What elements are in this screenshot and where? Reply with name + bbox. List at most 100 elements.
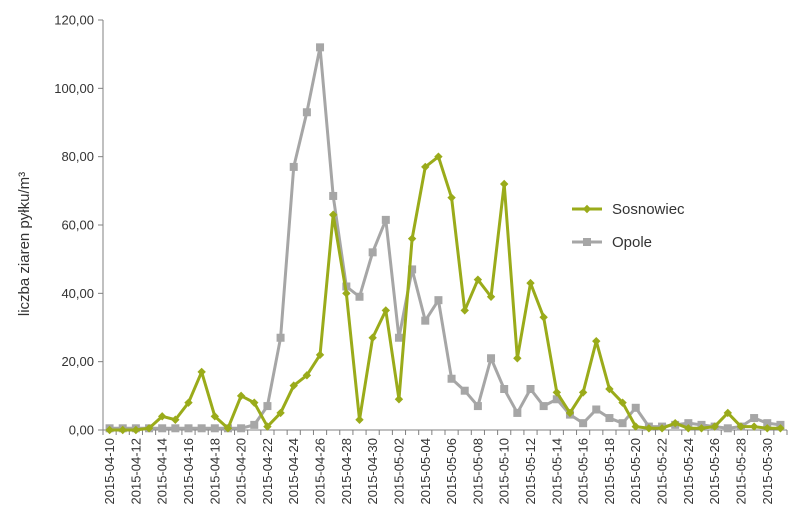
data-point-sosnowiec bbox=[499, 179, 509, 189]
legend-item-opole: Opole bbox=[572, 234, 652, 251]
data-point-opole bbox=[184, 424, 193, 433]
data-point-opole bbox=[421, 316, 430, 325]
x-tick-label: 2015-05-04 bbox=[418, 438, 433, 505]
data-point-sosnowiec bbox=[578, 388, 588, 397]
x-tick-label: 2015-04-28 bbox=[339, 438, 354, 505]
data-point-opole bbox=[552, 395, 561, 404]
data-point-sosnowiec bbox=[144, 424, 154, 433]
data-point-opole bbox=[276, 333, 285, 342]
data-point-sosnowiec bbox=[421, 162, 430, 172]
y-tick-label: 40,00 bbox=[61, 286, 94, 301]
data-point-sosnowiec bbox=[407, 234, 417, 243]
data-point-sosnowiec bbox=[355, 415, 364, 424]
legend-swatch-marker bbox=[582, 204, 592, 214]
data-point-sosnowiec bbox=[315, 350, 325, 360]
data-point-sosnowiec bbox=[289, 381, 298, 390]
data-point-sosnowiec bbox=[723, 408, 733, 418]
data-point-sosnowiec bbox=[513, 354, 522, 363]
data-point-sosnowiec bbox=[736, 422, 746, 431]
data-point-opole bbox=[408, 265, 417, 274]
data-point-opole bbox=[329, 191, 338, 200]
data-point-opole bbox=[171, 424, 180, 433]
legend-label: Sosnowiec bbox=[612, 201, 685, 218]
y-tick-label: 0,00 bbox=[69, 423, 94, 438]
axes: 0,00 20,00 40,00 60,00 80,00 100,00 120,00 2015… bbox=[54, 13, 788, 505]
x-tick-label: 2015-05-02 bbox=[391, 438, 406, 505]
data-point-sosnowiec bbox=[776, 424, 785, 433]
data-point-sosnowiec bbox=[657, 424, 667, 433]
data-point-opole bbox=[263, 402, 272, 411]
series-line-sosnowiec bbox=[109, 155, 781, 432]
data-point-opole bbox=[381, 215, 390, 224]
series-layer bbox=[105, 43, 785, 435]
data-point-sosnowiec bbox=[710, 422, 719, 431]
x-tick-label: 2015-05-10 bbox=[497, 438, 512, 505]
x-tick-label: 2015-04-18 bbox=[207, 438, 222, 505]
x-tick-label: 2015-05-08 bbox=[470, 438, 485, 505]
data-point-sosnowiec bbox=[486, 292, 496, 301]
x-tick-label: 2015-05-26 bbox=[707, 438, 722, 505]
data-point-opole bbox=[763, 419, 772, 428]
data-point-sosnowiec bbox=[105, 425, 114, 435]
x-tick-label: 2015-05-18 bbox=[602, 438, 617, 505]
data-point-opole bbox=[500, 385, 509, 393]
data-point-opole bbox=[158, 424, 167, 433]
data-point-sosnowiec bbox=[539, 313, 548, 322]
data-point-sosnowiec bbox=[552, 388, 562, 397]
data-point-opole bbox=[197, 424, 206, 433]
data-point-sosnowiec bbox=[565, 408, 575, 418]
data-point-opole bbox=[513, 408, 522, 417]
series-opole bbox=[105, 43, 785, 433]
data-point-opole bbox=[355, 292, 364, 301]
data-point-opole bbox=[210, 424, 219, 433]
data-point-sosnowiec bbox=[749, 422, 759, 431]
legend-swatch-marker bbox=[583, 238, 591, 246]
x-tick-label: 2015-05-16 bbox=[576, 438, 591, 505]
x-tick-label: 2015-05-06 bbox=[444, 438, 459, 505]
data-point-sosnowiec bbox=[473, 275, 483, 284]
data-point-opole bbox=[631, 403, 640, 412]
data-point-opole bbox=[579, 419, 588, 428]
x-tick-label: 2015-05-28 bbox=[733, 438, 748, 505]
data-point-opole bbox=[750, 414, 759, 423]
data-point-opole bbox=[618, 419, 627, 428]
legend-item-sosnowiec: Sosnowiec bbox=[572, 201, 685, 218]
data-point-opole bbox=[447, 374, 456, 383]
data-point-sosnowiec bbox=[171, 415, 180, 424]
data-point-sosnowiec bbox=[236, 391, 246, 401]
x-tick-label: 2015-05-12 bbox=[523, 438, 538, 505]
data-point-sosnowiec bbox=[605, 384, 614, 394]
data-point-sosnowiec bbox=[276, 408, 285, 418]
y-tick-label: 120,00 bbox=[54, 13, 94, 28]
data-point-sosnowiec bbox=[631, 422, 640, 431]
data-point-sosnowiec bbox=[197, 367, 206, 377]
y-tick-label: 100,00 bbox=[54, 81, 94, 96]
data-point-opole bbox=[302, 108, 311, 117]
data-point-opole bbox=[460, 386, 469, 395]
data-point-sosnowiec bbox=[250, 398, 259, 407]
y-tick-label: 60,00 bbox=[61, 218, 94, 233]
data-point-opole bbox=[368, 248, 377, 257]
data-point-sosnowiec bbox=[394, 395, 404, 404]
data-point-opole bbox=[539, 402, 548, 411]
x-tick-label: 2015-05-30 bbox=[760, 438, 775, 505]
data-point-sosnowiec bbox=[763, 424, 772, 433]
data-point-opole bbox=[250, 420, 259, 429]
x-tick-label: 2015-04-10 bbox=[102, 438, 117, 505]
x-tick-label: 2015-05-20 bbox=[628, 438, 643, 505]
data-point-sosnowiec bbox=[592, 336, 601, 346]
data-point-opole bbox=[526, 385, 535, 393]
data-point-sosnowiec bbox=[302, 371, 312, 380]
y-tick-label: 80,00 bbox=[61, 149, 94, 164]
data-point-sosnowiec bbox=[118, 425, 127, 435]
data-point-opole bbox=[394, 333, 403, 342]
data-point-sosnowiec bbox=[670, 418, 680, 428]
data-point-sosnowiec bbox=[526, 278, 535, 288]
x-tick-label: 2015-05-22 bbox=[655, 438, 670, 505]
series-line-opole bbox=[109, 45, 781, 430]
y-axis-title: liczba ziaren pyłku/m³ bbox=[16, 172, 33, 316]
data-point-opole bbox=[473, 402, 482, 411]
data-point-sosnowiec bbox=[434, 152, 443, 161]
